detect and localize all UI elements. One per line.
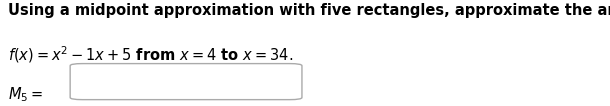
Text: Using a midpoint approximation with five rectangles, approximate the area under : Using a midpoint approximation with five… <box>8 3 610 18</box>
Text: $M_5 =$: $M_5 =$ <box>8 85 43 103</box>
FancyBboxPatch shape <box>70 64 302 100</box>
Text: $f(x) = x^2 - 1x + 5$ from $x = 4$ to $x = 34.$: $f(x) = x^2 - 1x + 5$ from $x = 4$ to $x… <box>8 45 293 65</box>
